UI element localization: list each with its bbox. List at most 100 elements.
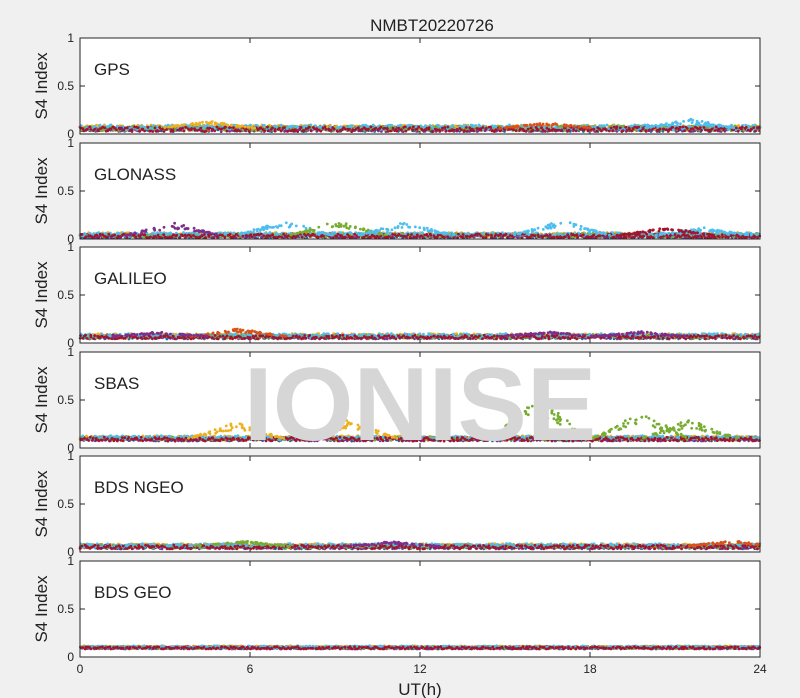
data-point: [438, 129, 442, 133]
data-point: [646, 126, 650, 129]
data-point: [466, 130, 469, 133]
data-point: [702, 126, 706, 129]
data-point: [103, 126, 107, 130]
y-tick-label: 1: [67, 31, 74, 45]
data-point: [266, 125, 269, 129]
data-point: [671, 123, 675, 126]
data-point: [604, 128, 608, 132]
data-point: [685, 126, 689, 130]
data-point: [413, 231, 416, 235]
data-point: [120, 126, 123, 130]
data-point: [88, 125, 92, 129]
data-point: [309, 129, 313, 133]
data-point: [630, 124, 634, 128]
data-point: [524, 129, 528, 133]
data-point: [541, 128, 545, 132]
data-point: [435, 128, 439, 132]
data-point: [430, 125, 434, 129]
data-point: [195, 232, 198, 236]
data-point: [213, 129, 217, 133]
data-point: [385, 127, 389, 131]
data-point: [309, 123, 313, 127]
data-point: [230, 123, 234, 127]
data-point: [700, 129, 703, 132]
data-point: [126, 126, 129, 130]
data-point: [420, 231, 424, 235]
data-point: [399, 123, 402, 127]
data-point: [611, 129, 615, 133]
data-point: [232, 126, 235, 129]
data-point: [537, 123, 541, 127]
data-point: [391, 126, 395, 130]
data-point: [130, 130, 134, 133]
data-point: [247, 130, 251, 133]
data-point: [225, 129, 229, 133]
data-point: [734, 126, 738, 130]
data-point: [163, 126, 167, 129]
data-point: [136, 126, 140, 130]
data-point: [484, 126, 488, 130]
data-point: [560, 128, 564, 132]
data-point: [184, 125, 188, 129]
data-point: [332, 127, 336, 131]
data-point: [516, 124, 520, 128]
data-point: [151, 231, 154, 235]
data-point: [546, 123, 549, 127]
data-point: [271, 126, 274, 130]
data-point: [532, 123, 536, 126]
data-point: [474, 124, 478, 127]
data-point: [296, 126, 300, 129]
data-point: [369, 125, 373, 129]
data-point: [291, 124, 295, 128]
data-point: [336, 130, 340, 133]
data-point: [574, 129, 578, 133]
data-point: [615, 125, 619, 129]
y-axis-label: S4 Index: [32, 52, 51, 120]
data-point: [350, 124, 354, 127]
data-point: [526, 127, 530, 131]
data-point: [348, 127, 351, 131]
data-point: [204, 129, 208, 133]
data-point: [667, 123, 671, 127]
data-point: [609, 126, 613, 130]
data-point: [477, 123, 481, 127]
data-point: [192, 123, 196, 127]
data-point: [577, 125, 581, 129]
data-point: [390, 123, 394, 127]
data-point: [649, 125, 652, 129]
data-point: [171, 124, 175, 128]
data-point: [710, 127, 714, 131]
data-point: [190, 127, 194, 130]
data-point: [672, 128, 675, 132]
y-tick-label: 1: [67, 136, 74, 150]
data-point: [277, 126, 281, 130]
data-point: [379, 125, 383, 129]
data-point: [143, 129, 147, 133]
data-point: [665, 122, 668, 125]
data-point: [226, 123, 230, 127]
data-point: [208, 121, 212, 125]
data-point: [181, 126, 185, 130]
data-point: [411, 128, 414, 132]
data-point: [524, 124, 527, 127]
data-point: [138, 130, 142, 133]
data-point: [182, 129, 186, 133]
data-point: [86, 127, 89, 131]
data-point: [697, 121, 701, 125]
data-point: [671, 125, 674, 129]
data-point: [456, 129, 460, 132]
data-point: [361, 123, 365, 127]
data-point: [115, 128, 118, 132]
data-point: [736, 129, 740, 133]
data-point: [612, 125, 616, 129]
data-point: [563, 124, 566, 128]
data-point: [698, 126, 702, 129]
data-point: [709, 123, 712, 127]
data-point: [446, 125, 450, 129]
data-point: [690, 121, 694, 124]
panel-background: [80, 143, 760, 239]
data-point: [451, 123, 454, 127]
